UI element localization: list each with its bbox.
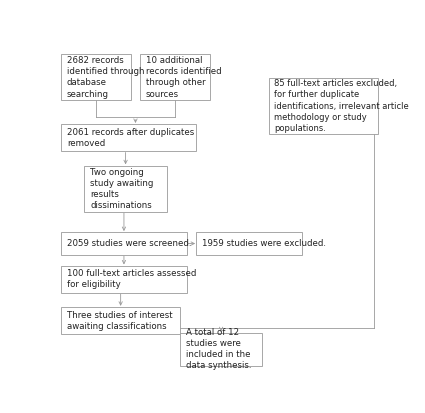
Text: 1959 studies were excluded.: 1959 studies were excluded. [202,239,326,248]
Text: 85 full-text articles excluded,
for further duplicate
identifications, irrelevan: 85 full-text articles excluded, for furt… [275,79,409,133]
FancyBboxPatch shape [61,233,187,255]
Text: Two ongoing
study awaiting
results
dissiminations: Two ongoing study awaiting results dissi… [90,168,153,210]
FancyBboxPatch shape [269,78,377,134]
Text: 2682 records
identified through
database
searching: 2682 records identified through database… [67,56,144,99]
FancyBboxPatch shape [140,55,210,100]
Text: 10 additional
records identified
through other
sources: 10 additional records identified through… [146,56,221,99]
FancyBboxPatch shape [85,166,167,212]
FancyBboxPatch shape [61,55,130,100]
Text: 2061 records after duplicates
removed: 2061 records after duplicates removed [67,128,194,148]
Text: Three studies of interest
awaiting classifications: Three studies of interest awaiting class… [67,311,173,331]
Text: 2059 studies were screened.: 2059 studies were screened. [67,239,191,248]
FancyBboxPatch shape [196,233,302,255]
FancyBboxPatch shape [61,124,196,151]
Text: 100 full-text articles assessed
for eligibility: 100 full-text articles assessed for elig… [67,269,196,290]
FancyBboxPatch shape [180,332,262,366]
Text: A total of 12
studies were
included in the
data synthesis.: A total of 12 studies were included in t… [186,328,251,370]
FancyBboxPatch shape [61,266,187,293]
FancyBboxPatch shape [61,307,180,334]
